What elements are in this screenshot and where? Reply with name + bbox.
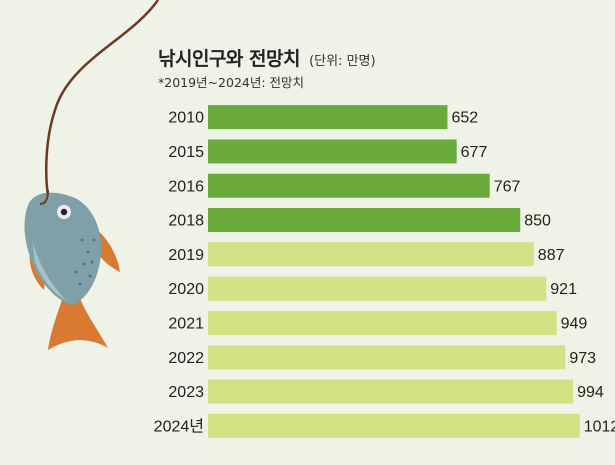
category-label: 2010 — [168, 110, 204, 127]
category-label: 2022 — [168, 350, 204, 367]
forecast-bar — [208, 310, 557, 335]
fishing-line — [45, 0, 160, 197]
value-label: 767 — [494, 178, 521, 195]
forecast-note: *2019년~2024년: 전망치 — [158, 75, 305, 90]
value-label: 994 — [577, 384, 604, 401]
fish-fin-right — [95, 228, 120, 272]
category-label: 2021 — [168, 315, 204, 332]
category-label: 2015 — [168, 144, 204, 161]
value-label: 1012 — [584, 418, 615, 435]
value-label: 652 — [451, 110, 478, 127]
value-label: 973 — [569, 350, 596, 367]
category-label: 2023 — [168, 384, 204, 401]
category-label: 2019 — [168, 247, 204, 264]
category-label: 2024년 — [154, 417, 204, 435]
actual-bar — [208, 139, 457, 164]
value-label: 677 — [461, 144, 488, 161]
chart-title: 낚시인구와 전망치 — [158, 48, 300, 70]
chart-unit: (단위: 만명) — [309, 54, 376, 69]
forecast-bar — [208, 276, 547, 301]
category-label: 2016 — [168, 178, 204, 195]
forecast-bar — [208, 379, 574, 404]
actual-bar — [208, 173, 490, 198]
chart-header: 낚시인구와 전망치 (단위: 만명) — [158, 44, 376, 71]
value-label: 850 — [524, 213, 551, 230]
forecast-bar — [208, 242, 534, 267]
value-label: 887 — [538, 247, 565, 264]
fish-belly — [32, 240, 66, 300]
value-label: 921 — [550, 281, 577, 298]
category-label: 2020 — [168, 281, 204, 298]
value-label: 949 — [561, 315, 588, 332]
category-label: 2018 — [168, 213, 204, 230]
actual-bar — [208, 208, 521, 233]
fish-tail — [48, 298, 108, 350]
hook-icon — [39, 189, 49, 205]
actual-bar — [208, 105, 448, 130]
forecast-bar — [208, 413, 580, 438]
forecast-bar — [208, 345, 566, 370]
